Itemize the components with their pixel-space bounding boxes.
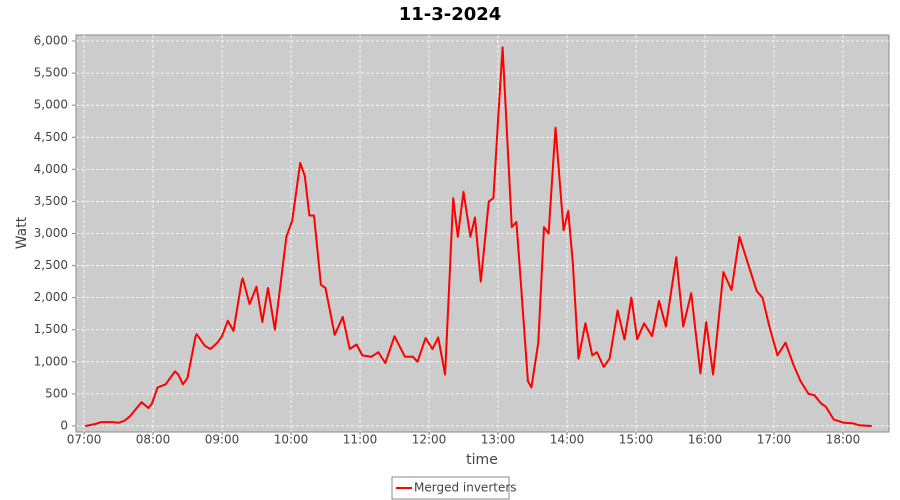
y-axis-label: Watt: [14, 216, 30, 249]
x-tick-label: 18:00: [826, 433, 861, 447]
x-tick-label: 13:00: [481, 433, 516, 447]
y-tick-label: 500: [45, 386, 68, 400]
legend-label: Merged inverters: [414, 481, 517, 495]
x-tick-label: 11:00: [343, 433, 378, 447]
y-tick-label: 1,500: [34, 322, 68, 336]
x-tick-label: 12:00: [412, 433, 447, 447]
x-tick-label: 09:00: [205, 433, 240, 447]
y-tick-label: 2,500: [34, 258, 68, 272]
x-tick-label: 07:00: [67, 433, 102, 447]
series-line: [85, 46, 872, 427]
x-tick-label: 15:00: [619, 433, 654, 447]
y-tick-label: 5,500: [34, 66, 68, 80]
y-tick-label: 0: [60, 418, 68, 432]
y-tick-label: 4,000: [34, 162, 68, 176]
x-tick-label: 16:00: [688, 433, 723, 447]
x-tick-label: 08:00: [136, 433, 171, 447]
x-tick-label: 14:00: [550, 433, 585, 447]
y-tick-label: 5,000: [34, 98, 68, 112]
x-axis-label: time: [466, 452, 498, 468]
y-tick-label: 3,000: [34, 226, 68, 240]
x-tick-label: 17:00: [757, 433, 792, 447]
y-tick-label: 6,000: [34, 34, 68, 48]
y-tick-label: 2,000: [34, 290, 68, 304]
legend-box: [391, 476, 510, 500]
y-tick-label: 1,000: [34, 354, 68, 368]
x-tick-label: 10:00: [274, 433, 309, 447]
y-tick-label: 3,500: [34, 194, 68, 208]
chart-title: 11-3-2024: [399, 4, 502, 25]
y-tick-label: 4,500: [34, 130, 68, 144]
